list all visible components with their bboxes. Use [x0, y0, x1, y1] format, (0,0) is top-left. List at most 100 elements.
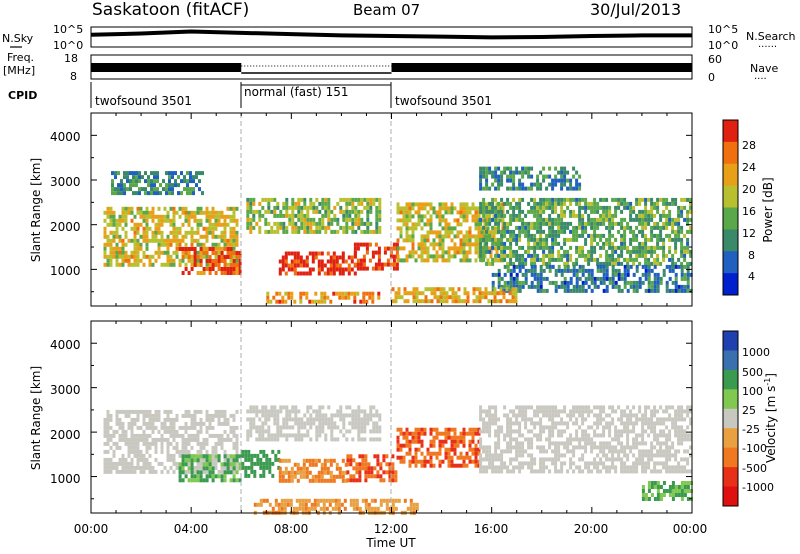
heatmap-cell — [638, 457, 642, 462]
heatmap-cell — [515, 272, 519, 277]
heatmap-cell — [229, 263, 233, 267]
heatmap-cell — [668, 429, 672, 434]
heatmap-cell — [417, 439, 421, 444]
heatmap-cell — [581, 429, 585, 434]
heatmap-cell — [497, 209, 501, 214]
heatmap-cell — [202, 469, 206, 474]
heatmap-cell — [566, 268, 570, 273]
heatmap-cell — [235, 222, 239, 227]
heatmap-cell — [142, 210, 146, 215]
heatmap-cell — [551, 257, 555, 262]
heatmap-cell — [133, 262, 137, 267]
heatmap-cell — [447, 254, 451, 259]
heatmap-cell — [426, 202, 430, 207]
heatmap-cell — [238, 259, 242, 263]
power-cbar-swatch — [723, 229, 738, 252]
heatmap-cell — [453, 246, 457, 251]
heatmap-cell — [557, 170, 561, 175]
heatmap-cell — [360, 197, 364, 202]
heatmap-cell — [281, 478, 285, 483]
heatmap-cell — [196, 433, 200, 438]
heatmap-cell — [533, 221, 537, 226]
heatmap-cell — [229, 247, 233, 251]
heatmap-cell — [235, 242, 239, 247]
heatmap-cell — [190, 417, 194, 422]
heatmap-cell — [668, 465, 672, 470]
heatmap-cell — [405, 218, 409, 223]
heatmap-cell — [175, 226, 179, 231]
heatmap-cell — [512, 261, 516, 266]
heatmap-cell — [542, 166, 546, 171]
heatmap-cell — [187, 454, 191, 459]
heatmap-cell — [557, 457, 561, 462]
power-axis-ticks — [90, 112, 693, 306]
heatmap-cell — [205, 478, 209, 483]
heatmap-cell — [386, 246, 390, 251]
heatmap-cell — [462, 443, 466, 448]
heatmap-cell — [246, 437, 250, 442]
heatmap-cell — [320, 295, 324, 300]
heatmap-cell — [674, 288, 678, 293]
heatmap-cell — [360, 437, 364, 442]
heatmap-cell — [109, 433, 113, 438]
heatmap-cell — [494, 465, 498, 470]
heatmap-cell — [518, 449, 522, 454]
heatmap-cell — [539, 201, 543, 206]
heatmap-cell — [554, 166, 558, 171]
heatmap-cell — [199, 222, 203, 227]
heatmap-cell — [575, 261, 579, 266]
heatmap-cell — [291, 217, 295, 222]
heatmap-cell — [511, 295, 515, 300]
heatmap-cell — [187, 466, 191, 471]
heatmap-cell — [249, 433, 253, 438]
heatmap-cell — [258, 209, 262, 214]
heatmap-cell — [415, 295, 419, 300]
heatmap-cell — [405, 431, 409, 436]
heatmap-cell — [671, 417, 675, 422]
heatmap-cell — [279, 221, 283, 226]
heatmap-cell — [377, 295, 381, 300]
heatmap-cell — [674, 485, 678, 489]
heatmap-cell — [689, 445, 693, 450]
heatmap-cell — [391, 287, 395, 292]
heatmap-cell — [581, 284, 585, 289]
heatmap-cell — [482, 469, 486, 474]
heatmap-cell — [190, 458, 194, 463]
heatmap-cell — [317, 271, 321, 276]
heatmap-cell — [417, 246, 421, 251]
heatmap-cell — [471, 435, 475, 440]
heatmap-cell — [139, 214, 143, 219]
heatmap-cell — [184, 267, 188, 271]
heatmap-cell — [626, 445, 630, 450]
heatmap-cell — [575, 272, 579, 277]
heatmap-cell — [479, 249, 483, 254]
heatmap-cell — [554, 449, 558, 454]
heatmap-cell — [323, 291, 327, 296]
heatmap-cell — [303, 221, 307, 226]
heatmap-cell — [166, 469, 170, 474]
heatmap-cell — [635, 284, 639, 289]
heatmap-cell — [533, 413, 537, 418]
heatmap-cell — [220, 259, 224, 263]
heatmap-cell — [181, 462, 185, 467]
heatmap-cell — [150, 191, 153, 196]
heatmap-cell — [394, 470, 398, 475]
heatmap-cell — [208, 466, 212, 471]
heatmap-cell — [560, 245, 564, 250]
heatmap-cell — [485, 249, 489, 254]
heatmap-cell — [330, 429, 334, 434]
heatmap-cell — [641, 485, 645, 489]
heatmap-cell — [677, 288, 681, 293]
heatmap-cell — [144, 187, 147, 192]
heatmap-cell — [223, 417, 227, 422]
heatmap-cell — [303, 225, 307, 230]
heatmap-cell — [375, 425, 379, 430]
heatmap-cell — [647, 485, 651, 489]
heatmap-cell — [378, 437, 382, 442]
heatmap-cell — [599, 268, 603, 273]
heatmap-cell — [361, 462, 365, 467]
heatmap-cell — [479, 409, 483, 414]
heatmap-cell — [599, 213, 603, 218]
heatmap-cell — [324, 225, 328, 230]
heatmap-cell — [659, 469, 663, 474]
